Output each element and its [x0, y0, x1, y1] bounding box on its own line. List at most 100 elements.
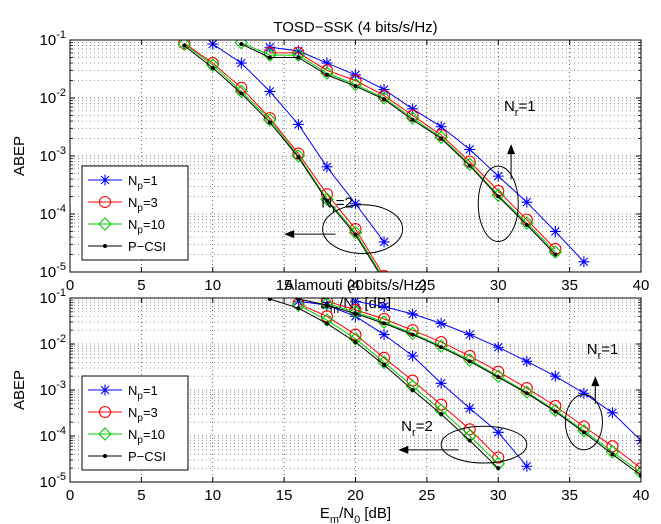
x-tick-label: 35 — [561, 277, 578, 294]
data-point — [239, 91, 244, 96]
data-point — [549, 225, 561, 237]
y-tick-label: 10-5 — [40, 261, 66, 281]
y-tick-exp: -3 — [56, 145, 66, 157]
data-point — [524, 391, 529, 396]
data-point — [439, 136, 444, 141]
annotation-ellipse — [440, 425, 528, 464]
annotation: Nr=1 — [477, 98, 536, 242]
series-line — [212, 43, 385, 243]
legend-entry-label: Np=10 — [128, 427, 165, 446]
data-point — [407, 308, 419, 320]
data-point — [353, 84, 358, 89]
data-point — [348, 77, 363, 92]
data-point — [610, 452, 615, 457]
data-point — [577, 423, 591, 438]
data-point — [606, 407, 618, 419]
data-point — [467, 438, 472, 443]
legend-swatch-marker — [98, 427, 112, 441]
legend-text: =1 — [143, 383, 158, 398]
annotation-text: N — [321, 194, 332, 211]
legend-sub: p — [137, 225, 143, 236]
data-point — [320, 66, 334, 80]
data-point — [291, 149, 306, 163]
annotation-arrowhead — [398, 445, 409, 454]
series-line — [298, 304, 499, 465]
annotation-text: N — [587, 341, 598, 358]
data-point — [378, 329, 390, 341]
series-line — [269, 46, 585, 263]
data-point — [291, 48, 306, 62]
legend-text: =10 — [143, 217, 165, 232]
legend-entry-label: Np=10 — [128, 217, 165, 236]
series-line — [183, 45, 380, 272]
y-tick-label: 10-3 — [40, 145, 66, 165]
series-line — [183, 42, 383, 272]
data-point — [634, 465, 641, 480]
legend-entry-label: P−CSI — [128, 449, 166, 464]
data-point — [496, 375, 501, 380]
annotation-arrowhead — [591, 376, 600, 387]
data-point — [377, 355, 391, 370]
annotation-text: N — [401, 418, 412, 435]
y-tick-label: 10-3 — [40, 379, 66, 399]
y-tick-exp: -5 — [56, 261, 66, 273]
y-tick-exp: -2 — [56, 333, 66, 345]
data-point — [492, 341, 504, 353]
x-axis-label: Em/N0 [dB] — [320, 505, 391, 524]
x-label-part: E — [320, 505, 330, 522]
legend-text: N — [128, 195, 137, 210]
x-label-sub: 0 — [354, 514, 360, 524]
legend-swatch-marker — [99, 384, 111, 396]
y-tick-base: 10 — [40, 474, 57, 491]
legend-entry-label: Np=1 — [128, 383, 158, 402]
data-point — [434, 403, 448, 418]
y-tick-exp: -3 — [56, 379, 66, 391]
x-tick-label: 15 — [276, 487, 293, 504]
series-line — [269, 52, 556, 250]
data-point — [578, 387, 590, 399]
data-point — [439, 412, 444, 417]
legend-text: N — [128, 217, 137, 232]
data-point — [234, 40, 249, 50]
legend-text: =10 — [143, 427, 165, 442]
data-point — [296, 306, 301, 311]
y-tick-base: 10 — [40, 264, 57, 281]
y-tick-exp: -5 — [56, 471, 66, 483]
data-point — [405, 111, 420, 125]
data-point — [524, 222, 529, 227]
data-point — [463, 423, 476, 436]
data-point — [548, 403, 563, 418]
data-point — [405, 326, 420, 341]
legend-swatch-marker — [103, 454, 107, 458]
legend-sub: p — [137, 181, 143, 192]
legend-swatch-marker — [98, 217, 112, 231]
legend-swatch-marker — [98, 405, 112, 419]
data-point — [291, 298, 306, 312]
y-tick-exp: -4 — [56, 203, 66, 215]
x-tick-label: 25 — [419, 277, 436, 294]
legend-sub: p — [137, 413, 143, 424]
annotation-label: Nr=1 — [587, 341, 619, 362]
annotation-arrowhead — [284, 230, 295, 239]
legend-entry-label: Np=3 — [128, 405, 158, 424]
data-point — [434, 339, 448, 353]
y-tick-label: 10-5 — [40, 471, 66, 491]
annotation-ellipse — [564, 394, 603, 451]
data-point — [382, 321, 387, 326]
series-line — [326, 303, 641, 474]
y-tick-base: 10 — [40, 428, 57, 445]
legend-text: N — [128, 173, 137, 188]
data-point — [439, 345, 444, 350]
legend-sub: p — [137, 391, 143, 402]
data-point — [405, 379, 420, 394]
data-point — [205, 58, 220, 72]
legend-entry-label: Np=3 — [128, 195, 158, 214]
x-tick-label: 10 — [204, 487, 221, 504]
x-tick-label: 5 — [137, 487, 145, 504]
data-point — [267, 55, 272, 60]
data-point — [324, 72, 329, 77]
data-point — [239, 42, 244, 47]
legend-text: =1 — [143, 173, 158, 188]
